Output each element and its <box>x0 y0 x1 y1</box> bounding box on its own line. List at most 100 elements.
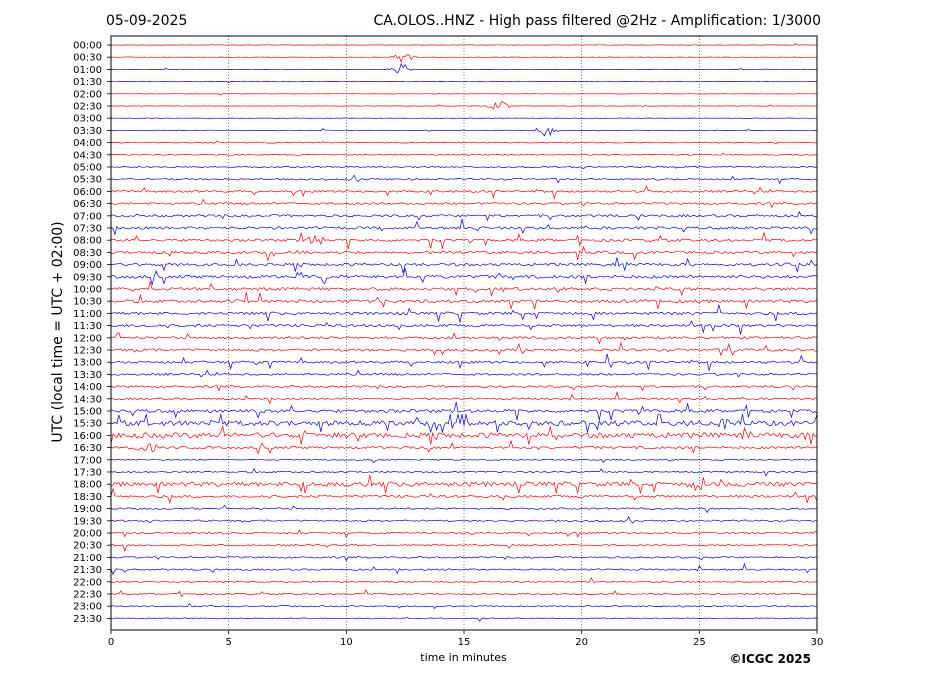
trace-row <box>110 140 818 145</box>
trace-row <box>110 487 818 505</box>
trace-row <box>110 458 818 464</box>
row-label: 14:30 <box>73 394 102 405</box>
trace-row <box>110 245 818 262</box>
trace-row <box>110 62 818 74</box>
row-label: 12:30 <box>73 346 102 357</box>
row-label: 11:00 <box>73 309 102 320</box>
row-label: 20:30 <box>73 541 102 552</box>
row-label: 19:00 <box>73 504 102 515</box>
row-label: 16:30 <box>73 443 102 454</box>
vertical-gridlines <box>228 36 700 630</box>
row-label: 02:30 <box>73 102 102 113</box>
x-axis-ticks: 0 5 10 15 20 25 30 <box>108 630 824 648</box>
trace-row <box>110 475 818 494</box>
trace-row <box>110 401 818 421</box>
x-tick-label: 15 <box>458 637 471 648</box>
row-label: 10:00 <box>73 285 102 296</box>
row-label: 04:30 <box>73 150 102 161</box>
row-label: 13:00 <box>73 358 102 369</box>
row-label: 01:30 <box>73 77 102 88</box>
row-label: 01:00 <box>73 65 102 76</box>
row-label: 17:30 <box>73 468 102 479</box>
trace-row <box>110 425 818 445</box>
trace-row <box>110 92 818 96</box>
trace-row <box>111 43 817 46</box>
row-label: 03:30 <box>73 126 102 137</box>
chart-date: 05-09-2025 <box>106 13 187 29</box>
row-label: 04:00 <box>73 138 102 149</box>
row-label: 09:00 <box>73 260 102 271</box>
row-label: 21:30 <box>73 565 102 576</box>
trace-row <box>110 576 818 583</box>
row-label: 06:00 <box>73 187 102 198</box>
trace-row <box>110 268 818 286</box>
trace-row <box>110 292 818 310</box>
row-label: 22:00 <box>73 577 102 588</box>
row-label: 00:00 <box>73 41 102 52</box>
row-label: 23:30 <box>73 614 102 625</box>
trace-row <box>110 588 818 598</box>
trace-row <box>110 81 818 84</box>
trace-row <box>110 391 818 405</box>
row-label: 15:00 <box>73 407 102 418</box>
trace-row <box>110 353 818 371</box>
trace-row <box>110 257 818 273</box>
row-label: 07:30 <box>73 224 102 235</box>
trace-row <box>110 174 818 185</box>
trace-row <box>111 332 817 345</box>
trace-row <box>111 152 818 156</box>
trace-row <box>110 562 818 576</box>
row-label: 14:00 <box>73 382 102 393</box>
trace-row <box>110 210 818 222</box>
row-label: 10:30 <box>73 297 102 308</box>
row-label: 22:30 <box>73 590 102 601</box>
trace-row <box>110 556 818 562</box>
row-label: 11:30 <box>73 321 102 332</box>
chart-title: CA.OLOS..HNZ - High pass filtered @2Hz -… <box>373 13 821 29</box>
x-axis-label: time in minutes <box>420 651 507 664</box>
row-label: 08:00 <box>73 236 102 247</box>
row-label: 06:30 <box>73 199 102 210</box>
trace-row <box>110 304 818 323</box>
row-label: 07:00 <box>73 211 102 222</box>
trace-row <box>110 384 818 392</box>
trace-row <box>110 341 818 357</box>
trace-row <box>110 198 818 209</box>
row-label: 23:00 <box>73 602 102 613</box>
trace-row <box>110 603 818 610</box>
row-label: 16:00 <box>73 431 102 442</box>
x-tick-label: 30 <box>811 637 824 648</box>
row-label: 08:30 <box>73 248 102 259</box>
row-label: 02:00 <box>73 89 102 100</box>
trace-row <box>110 218 818 236</box>
trace-row <box>111 516 818 524</box>
trace-row <box>110 320 818 335</box>
trace-row <box>110 232 818 250</box>
copyright-label: ©ICGC 2025 <box>729 652 811 666</box>
row-label: 05:30 <box>73 175 102 186</box>
trace-row <box>110 439 818 455</box>
row-label: 03:00 <box>73 114 102 125</box>
x-tick-label: 5 <box>225 637 231 648</box>
trace-row <box>110 467 818 477</box>
row-label: 21:00 <box>73 553 102 564</box>
trace-row <box>110 543 818 552</box>
trace-row <box>110 529 818 539</box>
row-label: 19:30 <box>73 516 102 527</box>
row-label: 13:30 <box>73 370 102 381</box>
trace-row <box>110 165 818 170</box>
row-label: 05:00 <box>73 163 102 174</box>
trace-row <box>111 101 818 110</box>
row-label: 12:00 <box>73 333 102 344</box>
trace-row <box>110 369 818 378</box>
trace-row <box>110 127 818 137</box>
row-label: 18:00 <box>73 480 102 491</box>
row-label: 17:00 <box>73 455 102 466</box>
row-label: 20:00 <box>73 529 102 540</box>
x-tick-label: 10 <box>340 637 353 648</box>
x-tick-label: 25 <box>693 637 706 648</box>
trace-row <box>110 504 818 514</box>
row-label: 18:30 <box>73 492 102 503</box>
